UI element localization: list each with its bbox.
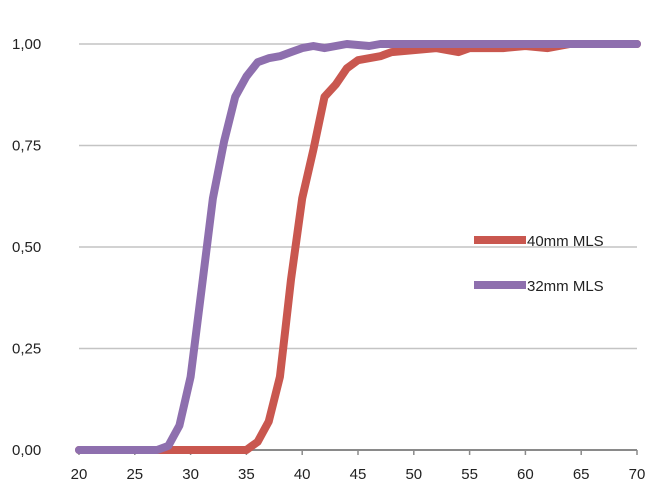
series-lines: [75, 40, 641, 454]
x-axis-ticks: 20 25 30 35 40 45 50 55 60 65 70: [71, 450, 646, 483]
x-tick-label: 50: [405, 466, 422, 483]
y-tick-label: 0,75: [12, 138, 41, 155]
x-tick-label: 55: [461, 466, 478, 483]
series-line-32mm: [75, 40, 641, 454]
x-tick-label: 45: [350, 466, 367, 483]
x-tick-label: 25: [126, 466, 143, 483]
y-tick-label: 0,50: [12, 239, 41, 256]
x-tick-label: 30: [182, 466, 199, 483]
y-axis-ticks: 0,00 0,25 0,50 0,75 1,00: [12, 36, 41, 459]
y-tick-label: 1,00: [12, 36, 41, 53]
x-tick-label: 70: [629, 466, 646, 483]
y-tick-label: 0,00: [12, 442, 41, 459]
x-tick-label: 35: [238, 466, 255, 483]
legend: 40mm MLS 32mm MLS: [474, 233, 604, 295]
series-line-40mm: [75, 40, 641, 454]
y-tick-label: 0,25: [12, 341, 41, 358]
x-tick-label: 20: [71, 466, 88, 483]
x-tick-label: 65: [573, 466, 590, 483]
legend-label-32mm: 32mm MLS: [527, 278, 604, 295]
legend-label-40mm: 40mm MLS: [527, 233, 604, 250]
x-tick-label: 40: [294, 466, 311, 483]
x-tick-label: 60: [517, 466, 534, 483]
